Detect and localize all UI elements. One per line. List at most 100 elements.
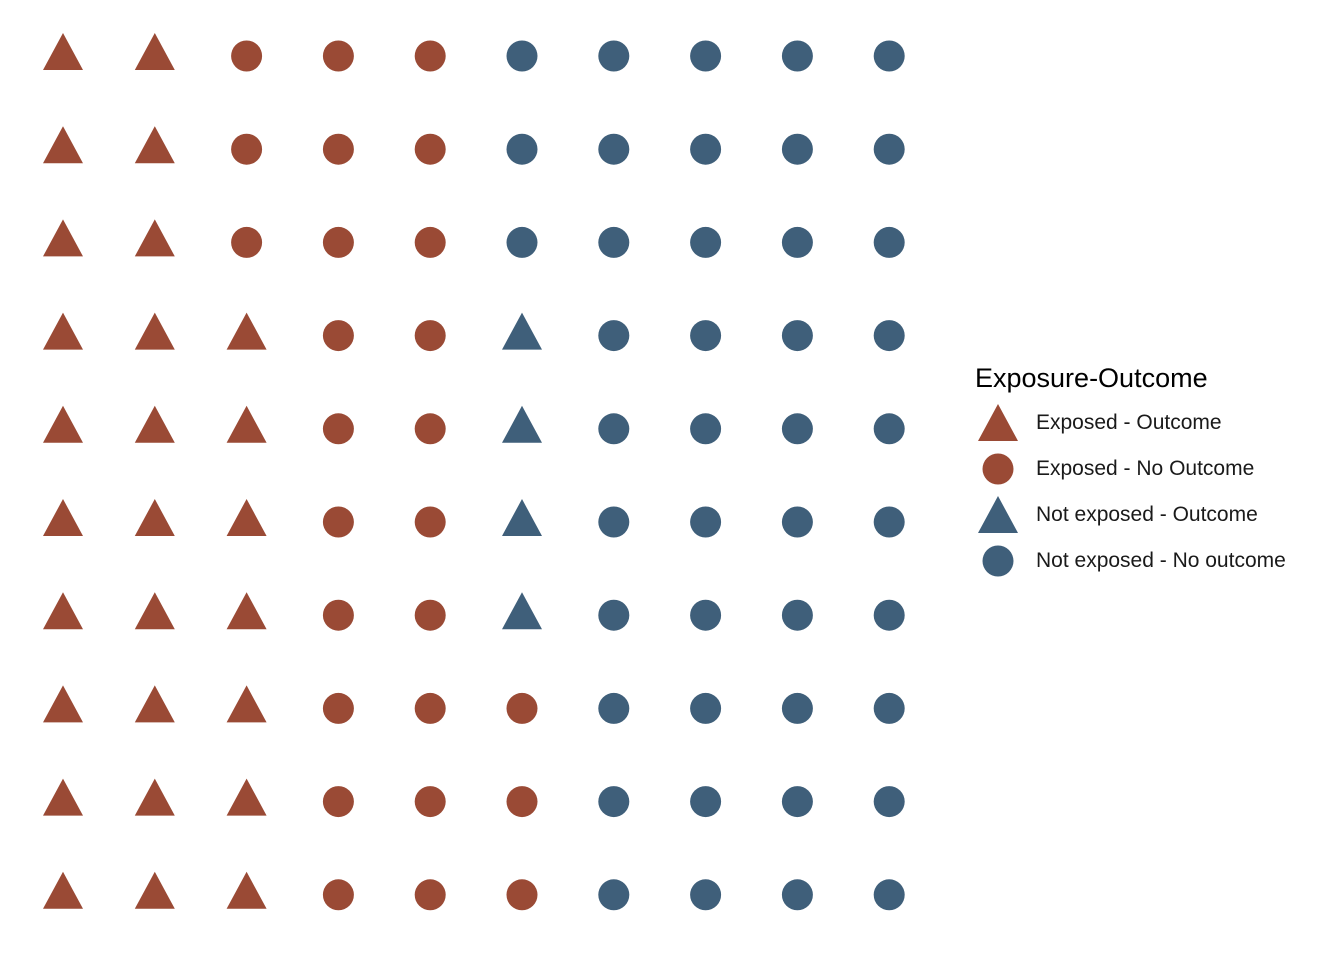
waffle-mark-not-exposed-no-outcome bbox=[781, 133, 813, 165]
waffle-mark-not-exposed-no-outcome bbox=[781, 879, 813, 911]
waffle-mark-exposed-no-outcome bbox=[414, 320, 446, 352]
legend-key-not-exposed-outcome-icon bbox=[975, 492, 1021, 538]
legend-label: Not exposed - Outcome bbox=[1036, 503, 1258, 526]
waffle-mark-exposed-no-outcome bbox=[414, 226, 446, 258]
waffle-mark-not-exposed-outcome bbox=[502, 312, 542, 350]
waffle-mark-not-exposed-no-outcome bbox=[690, 506, 722, 538]
waffle-mark-not-exposed-no-outcome bbox=[873, 226, 905, 258]
waffle-mark-not-exposed-no-outcome bbox=[598, 692, 630, 724]
waffle-mark-exposed-outcome bbox=[43, 405, 83, 443]
waffle-mark-exposed-outcome bbox=[134, 499, 175, 536]
waffle-mark-exposed-no-outcome bbox=[322, 320, 354, 352]
waffle-mark-exposed-outcome bbox=[226, 405, 267, 443]
waffle-mark-exposed-no-outcome bbox=[322, 40, 354, 72]
legend-label: Exposed - No Outcome bbox=[1036, 457, 1255, 480]
waffle-mark-exposed-no-outcome bbox=[414, 133, 446, 165]
waffle-mark-exposed-outcome bbox=[134, 219, 175, 257]
waffle-mark-not-exposed-no-outcome bbox=[873, 133, 905, 165]
waffle-mark-exposed-outcome bbox=[43, 871, 83, 909]
waffle-mark-not-exposed-no-outcome bbox=[598, 879, 630, 911]
waffle-mark-exposed-outcome bbox=[43, 685, 83, 723]
waffle-mark-exposed-no-outcome bbox=[414, 786, 446, 818]
waffle-plot bbox=[43, 33, 905, 911]
waffle-mark-not-exposed-no-outcome bbox=[690, 786, 722, 818]
waffle-mark-not-exposed-no-outcome bbox=[598, 599, 630, 631]
waffle-mark-exposed-no-outcome bbox=[414, 879, 446, 911]
waffle-mark-not-exposed-no-outcome bbox=[873, 320, 905, 352]
waffle-mark-exposed-outcome bbox=[226, 778, 267, 816]
waffle-mark-not-exposed-no-outcome bbox=[598, 40, 630, 72]
waffle-mark-not-exposed-no-outcome bbox=[781, 413, 813, 445]
waffle-mark-not-exposed-no-outcome bbox=[598, 320, 630, 352]
waffle-mark-exposed-outcome bbox=[134, 871, 175, 909]
waffle-mark-exposed-outcome bbox=[134, 405, 175, 443]
waffle-mark-exposed-no-outcome bbox=[506, 879, 538, 911]
waffle-mark-exposed-outcome bbox=[134, 685, 175, 723]
waffle-mark-exposed-outcome bbox=[43, 592, 83, 630]
waffle-mark-exposed-no-outcome bbox=[414, 506, 446, 538]
waffle-mark-not-exposed-no-outcome bbox=[873, 786, 905, 818]
waffle-mark-not-exposed-no-outcome bbox=[690, 40, 722, 72]
waffle-mark-not-exposed-no-outcome bbox=[690, 226, 722, 258]
waffle-mark-not-exposed-no-outcome bbox=[598, 786, 630, 818]
legend-item-exposed-outcome: Exposed - Outcome bbox=[975, 400, 1335, 446]
waffle-mark-exposed-outcome bbox=[43, 778, 83, 816]
waffle-mark-not-exposed-no-outcome bbox=[598, 413, 630, 445]
waffle-mark-not-exposed-no-outcome bbox=[781, 786, 813, 818]
legend-key-not-exposed-no-outcome-icon bbox=[975, 538, 1021, 584]
waffle-mark-exposed-outcome bbox=[226, 871, 267, 909]
waffle-mark-exposed-outcome bbox=[134, 126, 175, 164]
waffle-mark-not-exposed-no-outcome bbox=[781, 506, 813, 538]
legend-title: Exposure-Outcome bbox=[975, 363, 1208, 393]
waffle-mark-exposed-no-outcome bbox=[506, 692, 538, 724]
waffle-mark-not-exposed-no-outcome bbox=[506, 40, 538, 72]
waffle-mark-exposed-no-outcome bbox=[231, 133, 263, 165]
waffle-mark-not-exposed-no-outcome bbox=[781, 599, 813, 631]
waffle-mark-exposed-outcome bbox=[43, 499, 83, 536]
legend: Exposure-Outcome Exposed - Outcome Expos… bbox=[975, 362, 1335, 584]
legend-item-exposed-no-outcome: Exposed - No Outcome bbox=[975, 446, 1335, 492]
waffle-mark-exposed-outcome bbox=[226, 499, 267, 536]
waffle-mark-not-exposed-no-outcome bbox=[873, 506, 905, 538]
waffle-mark-not-exposed-no-outcome bbox=[506, 133, 538, 165]
waffle-mark-exposed-outcome bbox=[43, 312, 83, 350]
waffle-mark-exposed-outcome bbox=[134, 778, 175, 816]
waffle-mark-exposed-no-outcome bbox=[231, 40, 263, 72]
legend-item-not-exposed-outcome: Not exposed - Outcome bbox=[975, 492, 1335, 538]
waffle-mark-exposed-outcome bbox=[134, 312, 175, 350]
legend-key-mark bbox=[982, 453, 1014, 485]
waffle-mark-not-exposed-no-outcome bbox=[598, 133, 630, 165]
legend-key-mark bbox=[978, 404, 1018, 441]
waffle-mark-exposed-no-outcome bbox=[414, 413, 446, 445]
waffle-mark-exposed-outcome bbox=[43, 33, 83, 70]
waffle-mark-not-exposed-outcome bbox=[502, 499, 542, 536]
waffle-mark-not-exposed-outcome bbox=[502, 592, 542, 630]
waffle-mark-exposed-outcome bbox=[43, 126, 83, 164]
waffle-mark-not-exposed-no-outcome bbox=[781, 226, 813, 258]
waffle-mark-not-exposed-no-outcome bbox=[873, 413, 905, 445]
waffle-mark-exposed-no-outcome bbox=[322, 692, 354, 724]
waffle-mark-exposed-no-outcome bbox=[322, 879, 354, 911]
waffle-mark-exposed-no-outcome bbox=[231, 226, 263, 258]
waffle-mark-not-exposed-no-outcome bbox=[781, 320, 813, 352]
waffle-mark-not-exposed-no-outcome bbox=[690, 413, 722, 445]
waffle-mark-exposed-no-outcome bbox=[322, 506, 354, 538]
waffle-mark-not-exposed-no-outcome bbox=[598, 226, 630, 258]
legend-key-exposed-no-outcome-icon bbox=[975, 446, 1021, 492]
waffle-mark-exposed-no-outcome bbox=[414, 692, 446, 724]
waffle-mark-exposed-no-outcome bbox=[414, 599, 446, 631]
waffle-mark-exposed-no-outcome bbox=[322, 786, 354, 818]
waffle-mark-not-exposed-no-outcome bbox=[781, 40, 813, 72]
waffle-mark-not-exposed-no-outcome bbox=[873, 40, 905, 72]
waffle-mark-not-exposed-no-outcome bbox=[690, 879, 722, 911]
waffle-mark-exposed-outcome bbox=[134, 592, 175, 630]
waffle-mark-not-exposed-no-outcome bbox=[690, 692, 722, 724]
legend-key-mark bbox=[982, 545, 1014, 577]
legend-key-exposed-outcome-icon bbox=[975, 400, 1021, 446]
legend-key-mark bbox=[978, 496, 1018, 533]
waffle-mark-exposed-no-outcome bbox=[414, 40, 446, 72]
waffle-mark-exposed-no-outcome bbox=[322, 226, 354, 258]
waffle-mark-not-exposed-no-outcome bbox=[873, 879, 905, 911]
waffle-mark-exposed-outcome bbox=[43, 219, 83, 257]
waffle-mark-exposed-no-outcome bbox=[322, 133, 354, 165]
